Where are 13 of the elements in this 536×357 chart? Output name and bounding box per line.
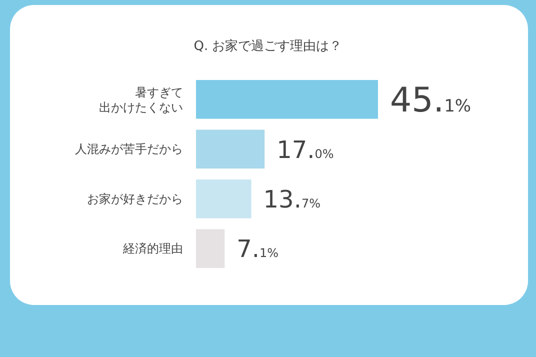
bar [196, 130, 265, 169]
data-label: 17.0% [276, 136, 334, 164]
y-tick-label: 暑すぎて出かけたくない [99, 85, 183, 114]
bar [196, 229, 225, 268]
bar [196, 80, 378, 119]
data-label: 45.1% [390, 80, 472, 121]
y-tick-label: お家が好きだから [87, 192, 183, 206]
data-label: 13.7% [263, 186, 321, 214]
y-tick-label: 人混みが苦手だから [75, 142, 183, 156]
chart-title: Q. お家で過ごす理由は？ [194, 38, 342, 54]
bar [196, 179, 252, 218]
data-label: 7.1% [236, 235, 279, 264]
y-tick-label: 経済的理由 [122, 242, 183, 256]
